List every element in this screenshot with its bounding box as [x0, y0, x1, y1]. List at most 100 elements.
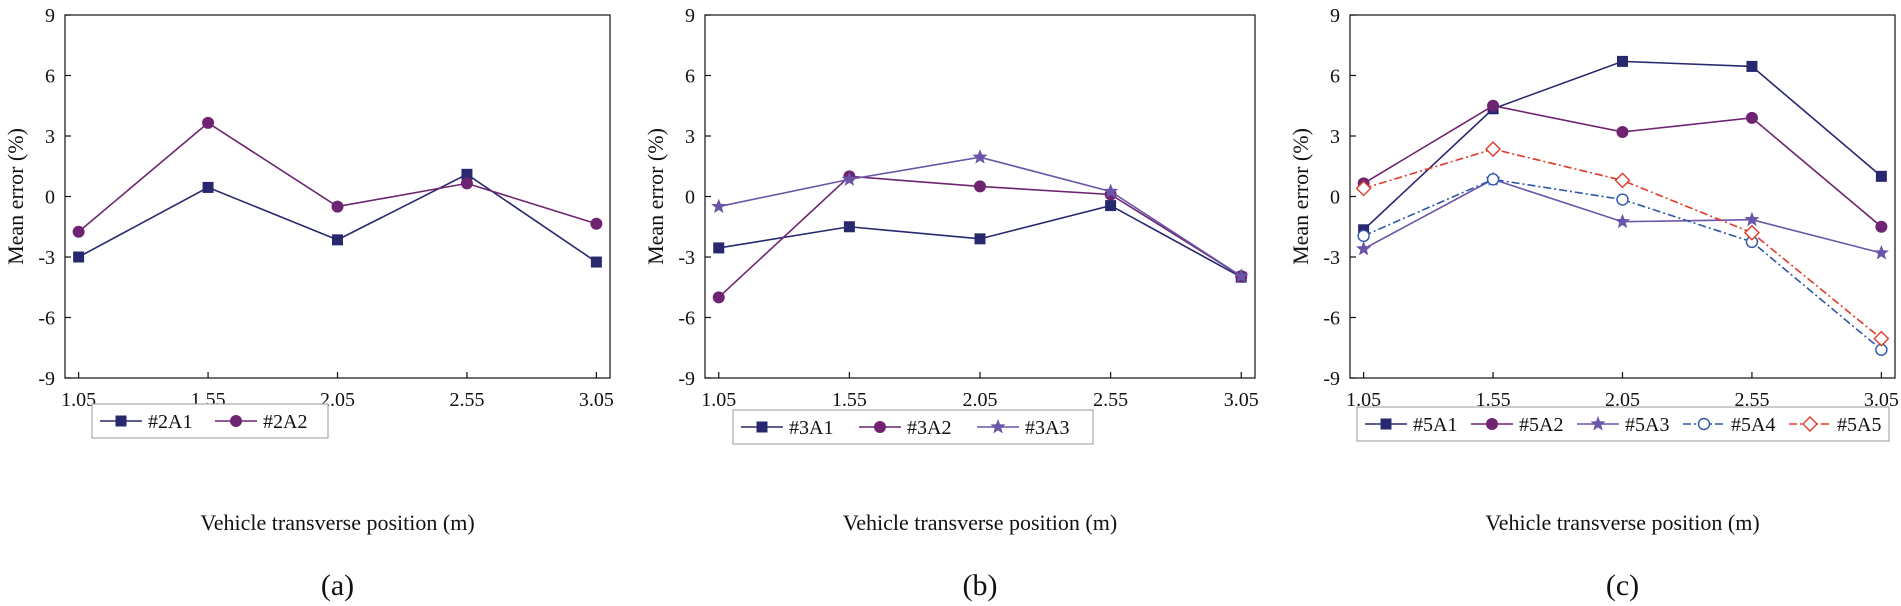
x-tick-label: 3.05	[1224, 389, 1259, 411]
panel-label: (c)	[1606, 569, 1639, 602]
chart-panel-b: -9 -6 -3 0 3 6 9 1.05 1.55 2.05 2.55 3.05 #3A1 #3A2…	[643, 5, 1259, 602]
x-axis-label: Vehicle transverse position (m)	[843, 510, 1117, 535]
data-point-#3A2	[712, 291, 725, 304]
x-tick-labels: 1.05 1.55 2.05 2.55 3.05	[1346, 389, 1899, 411]
y-tick-label: 0	[1330, 187, 1340, 209]
y-axis-label: Mean error (%)	[1288, 128, 1313, 265]
y-tick-label: 6	[685, 66, 695, 88]
x-tick-label: 1.55	[1476, 389, 1511, 411]
y-tick-label: 0	[45, 187, 55, 209]
y-tick-label: -6	[38, 308, 55, 330]
x-tick-label: 2.05	[320, 389, 355, 411]
data-point-#5A5	[1743, 224, 1760, 241]
data-point-#5A3	[1873, 244, 1889, 260]
data-point-#5A4	[1486, 173, 1500, 186]
data-point-#3A1	[974, 233, 986, 245]
legend-label: #5A4	[1731, 414, 1775, 436]
data-point-#2A2	[72, 225, 85, 238]
y-tick-marks	[1350, 14, 1882, 379]
data-point-#2A2	[202, 116, 215, 129]
data-point-#5A2	[1875, 220, 1888, 233]
legend-swatch-marker	[1590, 416, 1606, 431]
x-tick-labels: 1.05 1.55 2.05 2.55 3.05	[61, 389, 614, 411]
x-tick-label: 2.55	[1734, 389, 1769, 411]
data-point-#5A3	[1614, 213, 1631, 229]
data-point-#2A1	[590, 256, 602, 268]
data-point-#5A5	[1485, 141, 1502, 158]
x-axis-label: Vehicle transverse position (m)	[1485, 510, 1759, 535]
data-point-#5A5	[1873, 330, 1890, 347]
x-tick-label: 1.05	[1346, 389, 1381, 411]
y-tick-label: 6	[45, 66, 55, 88]
data-point-#5A1	[1875, 170, 1887, 182]
chart-panel-a: -9 -6 -3 0 3 6 9 1.05 1.55 2.05 2.55 3.05 #2A1 #2A2…	[3, 5, 614, 602]
legend-swatch-marker	[1486, 418, 1498, 430]
legend-swatch-marker	[756, 421, 768, 433]
data-point-#5A3	[1744, 211, 1760, 227]
legend-label: #5A5	[1837, 414, 1881, 436]
y-tick-label: 9	[45, 5, 55, 27]
legend-box	[732, 409, 1094, 445]
x-tick-label: 3.05	[1864, 389, 1899, 411]
legend-label: #5A3	[1625, 414, 1669, 436]
legend-swatch-marker	[874, 421, 886, 433]
data-point-#5A4	[1616, 193, 1629, 206]
y-tick-label: -9	[38, 368, 55, 390]
data-point-#3A3	[972, 149, 988, 164]
y-tick-label: 3	[685, 126, 695, 148]
legend-swatch-marker	[990, 419, 1006, 434]
x-tick-label: 2.05	[1605, 389, 1640, 411]
series-line-#3A3	[718, 156, 1242, 277]
y-tick-marks	[705, 14, 1242, 379]
y-tick-label: -3	[678, 247, 695, 269]
series-group	[72, 116, 603, 268]
y-axis-label: Mean error (%)	[3, 128, 28, 265]
data-point-#2A1	[332, 234, 343, 246]
data-point-#2A1	[202, 181, 214, 193]
data-point-#2A2	[331, 200, 344, 213]
data-point-#5A2	[1745, 111, 1758, 124]
y-tick-label: 3	[1330, 126, 1340, 148]
data-point-#3A1	[1105, 200, 1117, 212]
y-tick-labels: -9 -6 -3 0 3 6 9	[678, 5, 695, 390]
legend-swatch-marker	[115, 415, 127, 427]
legend-label: #3A3	[1025, 417, 1069, 439]
y-tick-label: -9	[678, 368, 695, 390]
y-tick-labels: -9 -6 -3 0 3 6 9	[1323, 5, 1340, 390]
legend: #5A1 #5A2 #5A3 #5A4 #5A5	[1356, 406, 1890, 442]
x-tick-label: 1.05	[61, 389, 96, 411]
data-point-#2A1	[461, 168, 473, 180]
y-tick-label: -3	[38, 247, 55, 269]
series-group	[711, 149, 1249, 304]
legend: #2A1 #2A2	[91, 403, 329, 439]
data-point-#3A3	[711, 198, 727, 214]
data-point-#3A1	[843, 221, 855, 233]
y-tick-label: -6	[1323, 308, 1340, 330]
series-line-#5A2	[1363, 104, 1882, 228]
x-tick-labels: 1.05 1.55 2.05 2.55 3.05	[701, 389, 1259, 411]
data-point-#5A2	[1616, 125, 1629, 138]
data-point-#5A5	[1614, 172, 1631, 189]
data-point-#3A3	[1103, 183, 1119, 198]
legend-swatch-marker	[230, 415, 242, 427]
data-point-#5A4	[1357, 229, 1370, 243]
y-tick-label: -9	[1323, 368, 1340, 390]
y-tick-label: 0	[685, 187, 695, 209]
legend: #3A1 #3A2 #3A3	[732, 409, 1094, 445]
data-point-#2A1	[73, 251, 85, 263]
legend-swatch-marker	[1802, 416, 1818, 432]
chart-panel-c: -9 -6 -3 0 3 6 9 1.05 1.55 2.05 2.55 3.05 #5A1 #5A2…	[1288, 5, 1899, 602]
y-tick-label: 3	[45, 126, 55, 148]
legend-label: #5A1	[1413, 414, 1457, 436]
data-point-#3A2	[974, 180, 986, 193]
series-group	[1355, 55, 1890, 356]
legend-label: #5A2	[1519, 414, 1563, 436]
y-tick-label: 9	[685, 5, 695, 27]
y-tick-label: -6	[678, 308, 695, 330]
legend-label: #3A1	[789, 417, 833, 439]
data-point-#3A1	[713, 242, 725, 254]
plot-frame	[64, 14, 611, 379]
series-line-#2A1	[78, 173, 597, 263]
x-tick-label: 2.05	[963, 389, 998, 411]
y-tick-label: 6	[1330, 66, 1340, 88]
